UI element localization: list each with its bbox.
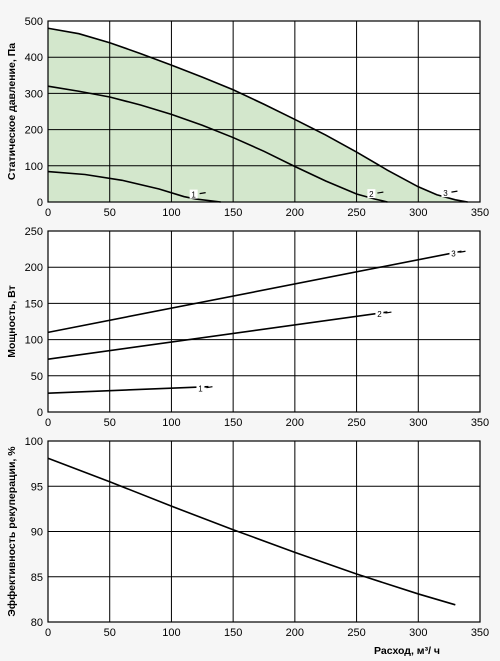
curve-label-bg xyxy=(449,248,458,258)
x-tick-label: 350 xyxy=(471,627,489,639)
x-tick-label: 300 xyxy=(409,207,427,219)
curve-label-dash xyxy=(459,250,466,253)
curve-label-dash xyxy=(199,192,206,195)
x-tick-label: 0 xyxy=(45,417,51,429)
curve-label-dash xyxy=(206,386,213,389)
x-tick-label: 50 xyxy=(104,417,116,429)
plot-frame xyxy=(47,20,481,203)
y-tick-label: 100 xyxy=(25,436,43,448)
curve-label-3: 3 xyxy=(443,189,448,198)
x-tick-label: 150 xyxy=(224,627,242,639)
y-axis-title: Статическое давление, Па xyxy=(6,43,18,180)
operating-region-fill xyxy=(48,28,468,202)
curve-label-1: 1 xyxy=(198,385,203,394)
y-tick-label: 300 xyxy=(25,88,43,100)
curve-label-bg xyxy=(367,189,376,199)
x-tick-label: 250 xyxy=(347,417,365,429)
curve-label-dash xyxy=(377,191,384,194)
curve-label-2: 2 xyxy=(369,190,374,199)
curve-label-bg xyxy=(375,309,384,319)
y-tick-label: 95 xyxy=(31,481,43,493)
y-tick-label: 100 xyxy=(25,335,43,347)
curve-label-bg xyxy=(441,188,450,198)
x-tick-label: 200 xyxy=(286,207,304,219)
series-line-1 xyxy=(47,385,209,394)
y-tick-label: 500 xyxy=(25,16,43,28)
x-tick-label: 200 xyxy=(286,417,304,429)
y-tick-label: 200 xyxy=(25,125,43,137)
chart-panel-1: 0 50 100 150 200 250 300 350 0 100 200 300 400 500 1 2 3… xyxy=(6,16,489,219)
x-tick-label: 250 xyxy=(347,207,365,219)
y-tick-label: 50 xyxy=(31,371,43,383)
y-tick-label: 90 xyxy=(31,527,43,539)
series-line-1 xyxy=(47,170,221,203)
x-tick-label: 50 xyxy=(104,627,116,639)
x-tick-label: 350 xyxy=(471,207,489,219)
x-tick-label: 0 xyxy=(45,627,51,639)
x-tick-label: 300 xyxy=(409,417,427,429)
curve-label-dash xyxy=(451,190,458,193)
plot-frame xyxy=(47,230,481,413)
y-axis-title: Мощность, Вт xyxy=(6,285,18,358)
plot-area xyxy=(48,231,480,412)
x-tick-label: 200 xyxy=(286,627,304,639)
curve-label-1: 1 xyxy=(191,191,196,200)
chart-panel-3: 0 50 100 150 200 250 300 350 80 85 90 95 100 Эффектив… xyxy=(6,436,489,657)
y-tick-label: 250 xyxy=(25,226,43,238)
y-tick-label: 0 xyxy=(37,197,43,209)
plot-frame xyxy=(47,440,481,623)
chart-panel-2: 0 50 100 150 200 250 300 350 0 50 100 150 200 250 1 2 3 М… xyxy=(6,226,489,429)
curve-label-2: 2 xyxy=(377,310,382,319)
curve-label-bg xyxy=(196,383,205,393)
y-tick-label: 100 xyxy=(25,161,43,173)
x-tick-label: 350 xyxy=(471,417,489,429)
x-axis-title: Расход, м³/ ч xyxy=(374,645,440,657)
y-tick-label: 150 xyxy=(25,298,43,310)
x-tick-label: 100 xyxy=(162,207,180,219)
series-line-2 xyxy=(47,85,388,203)
x-tick-label: 100 xyxy=(162,627,180,639)
series-line-3 xyxy=(47,250,462,334)
x-tick-label: 0 xyxy=(45,207,51,219)
y-tick-label: 0 xyxy=(37,407,43,419)
x-tick-label: 300 xyxy=(409,627,427,639)
y-axis-title: Эффективность рекуперации, % xyxy=(6,446,18,617)
x-tick-label: 250 xyxy=(347,627,365,639)
x-tick-label: 100 xyxy=(162,417,180,429)
curve-label-3: 3 xyxy=(451,249,456,258)
x-tick-label: 50 xyxy=(104,207,116,219)
y-tick-label: 400 xyxy=(25,52,43,64)
x-tick-label: 150 xyxy=(224,207,242,219)
curve-label-dash xyxy=(385,311,392,314)
x-tick-label: 150 xyxy=(224,417,242,429)
series-line-2 xyxy=(47,311,388,360)
curve-label-bg xyxy=(189,189,198,199)
series-line-3 xyxy=(47,27,468,203)
series-line-1 xyxy=(47,457,456,606)
y-tick-label: 200 xyxy=(25,262,43,274)
y-tick-label: 80 xyxy=(31,617,43,629)
y-tick-label: 85 xyxy=(31,572,43,584)
